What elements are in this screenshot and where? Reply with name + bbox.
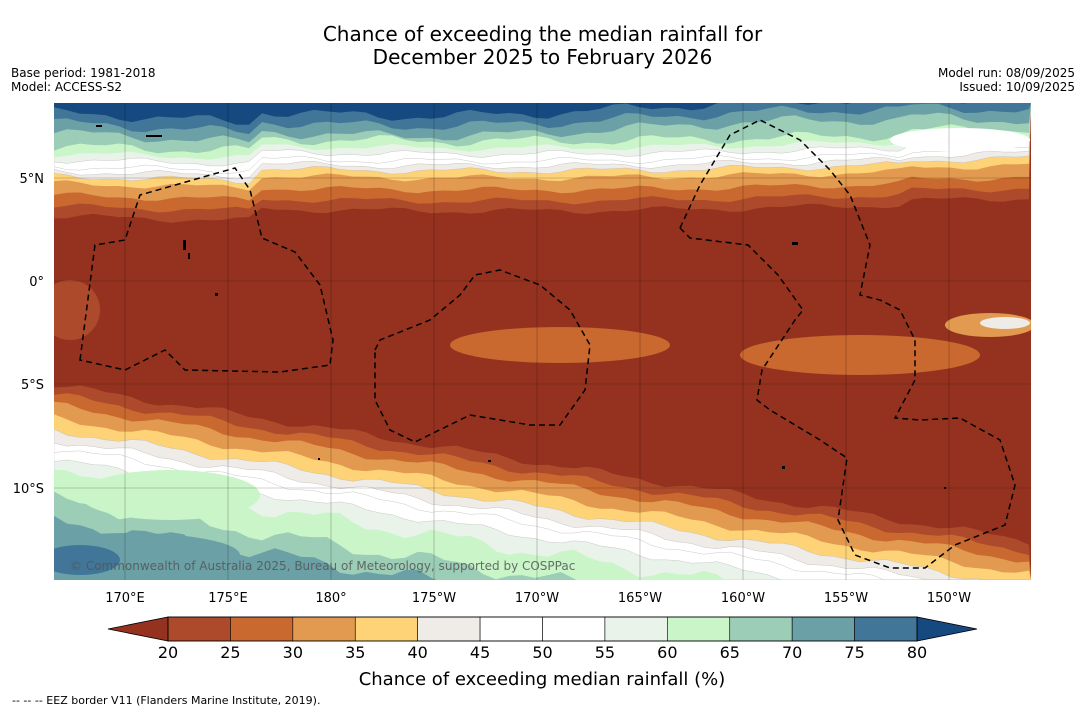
islands [96,125,946,489]
lon-label-160w: 160°W [721,591,765,606]
lon-label-165w: 165°W [618,591,662,606]
title-line-1: Chance of exceeding the median rainfall … [322,22,763,46]
northern-rainfall-bands [54,103,1031,223]
lat-label-10s: 10°S [13,482,44,497]
colorbar-segment [604,616,668,642]
colorbar-segments [167,616,918,642]
lon-label-175e: 175°E [208,591,248,606]
colorbar-segment [729,616,793,642]
colorbar-tick-label: 80 [907,643,927,662]
lon-label-150w: 150°W [927,591,971,606]
colorbar-tick-label: 55 [595,643,615,662]
graticule [54,103,1031,580]
colorbar-outline [167,616,918,642]
colorbar-tick-label: 20 [158,643,178,662]
colorbar-over-arrow [916,616,978,642]
base-period: Base period: 1981-2018 [11,66,156,80]
model-name: Model: ACCESS-S2 [11,80,123,94]
colorbar-segment [292,616,356,642]
colorbar-segment [479,616,543,642]
colorbar-under-arrow [107,616,169,642]
colorbar-segment [667,616,731,642]
longitude-labels: 170°E 175°E 180° 175°W 170°W 165°W 160°W… [105,591,971,606]
eez-border-east [679,119,1016,569]
colorbar-segment [854,616,918,642]
colorbar-segment [354,616,418,642]
patch-sw-green [80,470,260,520]
eez-border-central [374,269,591,443]
southern-rainfall-bands [54,385,1031,580]
issued-date: Issued: 10/09/2025 [959,80,1075,94]
lat-label-5s: 5°S [21,378,44,393]
model-run-date: Model run: 08/09/2025 [937,66,1075,80]
colorbar-segment [791,616,855,642]
colorbar-tick-label: 40 [407,643,427,662]
colorbar-tick-label: 35 [345,643,365,662]
latitude-labels: 5°N 0° 5°S 10°S [13,172,44,497]
colorbar-segment [542,616,606,642]
patch-north-cream [890,128,1030,152]
colorbar-ticks: 20 25 30 35 40 45 50 55 60 65 70 75 80 [158,643,927,662]
north-band-0 [54,103,1031,125]
south-band-2 [54,515,1031,580]
map-plot-area: © Commonwealth of Australia 2025, Bureau… [54,103,1031,580]
eez-borders [79,119,1016,569]
colorbar-tick-label: 25 [220,643,240,662]
colorbar-tick-label: 70 [782,643,802,662]
lon-label-175w: 175°W [412,591,456,606]
patch-east-cream [980,317,1030,329]
eez-border-west [79,167,334,373]
lon-label-155w: 155°W [824,591,868,606]
colorbar-label: Chance of exceeding median rainfall (%) [359,669,726,690]
colorbar-tick-label: 75 [844,643,864,662]
title-line-2: December 2025 to February 2026 [372,45,713,69]
lon-label-170w: 170°W [515,591,559,606]
colorbar: 20 25 30 35 40 45 50 55 60 65 70 75 80 Chance of exc… [107,616,978,690]
colorbar-segment [230,616,294,642]
lon-label-180: 180° [315,591,346,606]
colorbar-segment [167,616,231,642]
patch-west-orange [54,280,100,340]
copyright-attribution: © Commonwealth of Australia 2025, Bureau… [70,559,575,573]
lat-label-0: 0° [29,275,44,290]
colorbar-tick-label: 50 [532,643,552,662]
eez-footnote: -- -- -- EEZ border V11 (Flanders Marine… [12,694,321,707]
colorbar-segment [417,616,481,642]
colorbar-tick-label: 60 [657,643,677,662]
colorbar-tick-label: 30 [283,643,303,662]
lat-label-5n: 5°N [20,172,45,187]
patch-east-orange [740,335,980,375]
lon-label-170e: 170°E [105,591,145,606]
colorbar-tick-label: 45 [470,643,490,662]
patch-sw-dark [54,545,120,575]
patch-central-orange [450,327,670,363]
probability-patches [54,128,1031,577]
colorbar-tick-label: 65 [720,643,740,662]
